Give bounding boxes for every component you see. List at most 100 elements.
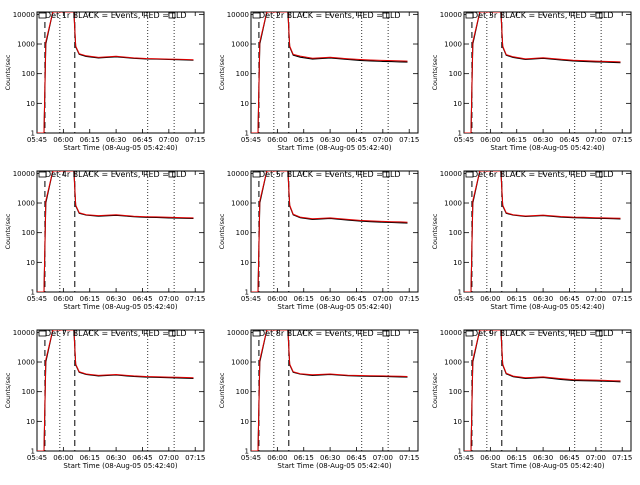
x-axis-label: Start Time (08-Aug-05 05:42:40) bbox=[277, 303, 391, 311]
legend-box-right bbox=[168, 171, 176, 178]
x-tick-label: 06:15 bbox=[80, 136, 100, 144]
y-tick-label: 10 bbox=[26, 100, 35, 108]
series-line-lld bbox=[37, 330, 194, 451]
y-tick-label: 10 bbox=[240, 259, 249, 267]
series-line-events bbox=[251, 171, 408, 292]
x-tick-label: 07:15 bbox=[612, 295, 632, 303]
x-tick-label: 06:15 bbox=[80, 454, 100, 462]
x-tick-label: 05:45 bbox=[27, 454, 47, 462]
chart-title: Det 7r BLACK = Events, RED = LLD bbox=[45, 329, 187, 338]
x-tick-label: 06:45 bbox=[346, 454, 366, 462]
series-line-lld bbox=[251, 171, 408, 292]
x-tick-label: 07:00 bbox=[159, 295, 179, 303]
legend-box-left bbox=[465, 171, 474, 178]
x-tick-label: 06:00 bbox=[267, 136, 287, 144]
legend-box-left bbox=[465, 330, 474, 337]
y-tick-label: 10000 bbox=[227, 170, 249, 178]
detector-chart-6: 05:45 06:00 06:15 06:30 06:45 07:00 07:15 1 10 10… bbox=[431, 170, 632, 311]
series-line-lld bbox=[464, 12, 621, 133]
detector-chart-3: 05:45 06:00 06:15 06:30 06:45 07:00 07:15 1 10 10… bbox=[431, 11, 632, 152]
x-tick-label: 06:15 bbox=[507, 454, 527, 462]
x-tick-label: 07:15 bbox=[185, 295, 205, 303]
y-tick-label: 1000 bbox=[444, 359, 462, 367]
y-tick-label: 1000 bbox=[231, 200, 249, 208]
y-tick-label: 100 bbox=[236, 388, 249, 396]
detector-chart-9: 05:45 06:00 06:15 06:30 06:45 07:00 07:15 1 10 10… bbox=[431, 329, 632, 470]
x-tick-label: 05:45 bbox=[454, 295, 474, 303]
legend-box-left bbox=[38, 171, 47, 178]
y-tick-label: 10000 bbox=[13, 170, 35, 178]
y-tick-label: 10 bbox=[453, 259, 462, 267]
y-tick-label: 1 bbox=[458, 448, 462, 456]
y-tick-label: 1000 bbox=[17, 359, 35, 367]
x-axis-label: Start Time (08-Aug-05 05:42:40) bbox=[277, 462, 391, 470]
y-tick-label: 100 bbox=[236, 229, 249, 237]
y-tick-label: 1000 bbox=[17, 200, 35, 208]
series-line-lld bbox=[464, 171, 621, 292]
y-tick-label: 1 bbox=[31, 448, 35, 456]
x-tick-label: 06:00 bbox=[53, 454, 73, 462]
x-tick-label: 07:15 bbox=[612, 454, 632, 462]
legend-box-left bbox=[465, 12, 474, 19]
x-tick-label: 06:45 bbox=[559, 136, 579, 144]
y-tick-label: 100 bbox=[449, 229, 462, 237]
detector-chart-1: 05:45 06:00 06:15 06:30 06:45 07:00 07:15 1 10 10… bbox=[4, 11, 205, 152]
chart-title: Det 5r BLACK = Events, RED = LLD bbox=[259, 170, 401, 179]
x-tick-label: 06:30 bbox=[106, 136, 126, 144]
x-tick-label: 06:00 bbox=[480, 454, 500, 462]
x-tick-label: 07:00 bbox=[373, 136, 393, 144]
x-tick-label: 07:00 bbox=[586, 454, 606, 462]
legend-box-right bbox=[595, 171, 603, 178]
x-tick-label: 07:00 bbox=[373, 295, 393, 303]
x-axis-label: Start Time (08-Aug-05 05:42:40) bbox=[277, 144, 391, 152]
x-tick-label: 06:45 bbox=[346, 136, 366, 144]
y-tick-label: 1 bbox=[245, 289, 249, 297]
y-tick-label: 10000 bbox=[440, 170, 462, 178]
legend-box-right bbox=[382, 171, 390, 178]
y-tick-label: 100 bbox=[236, 70, 249, 78]
legend-box-left bbox=[38, 330, 47, 337]
y-tick-label: 1 bbox=[458, 130, 462, 138]
series-line-lld bbox=[37, 171, 194, 292]
x-tick-label: 07:00 bbox=[159, 136, 179, 144]
detector-chart-5: 05:45 06:00 06:15 06:30 06:45 07:00 07:15 1 10 10… bbox=[218, 170, 419, 311]
x-tick-label: 07:15 bbox=[399, 454, 419, 462]
y-tick-label: 1000 bbox=[231, 41, 249, 49]
legend-box-left bbox=[252, 171, 261, 178]
x-tick-label: 07:00 bbox=[586, 136, 606, 144]
chart-title: Det 2r BLACK = Events, RED = LLD bbox=[259, 11, 401, 20]
chart-title: Det 1r BLACK = Events, RED = LLD bbox=[45, 11, 187, 20]
legend-box-right bbox=[382, 12, 390, 19]
y-tick-label: 1 bbox=[31, 130, 35, 138]
x-axis-label: Start Time (08-Aug-05 05:42:40) bbox=[490, 462, 604, 470]
series-line-events bbox=[37, 171, 194, 292]
x-tick-label: 07:15 bbox=[185, 136, 205, 144]
y-tick-label: 1000 bbox=[17, 41, 35, 49]
y-tick-label: 100 bbox=[449, 388, 462, 396]
series-line-events bbox=[37, 330, 194, 451]
y-tick-label: 100 bbox=[22, 388, 35, 396]
y-tick-label: 1 bbox=[245, 130, 249, 138]
y-tick-label: 10 bbox=[453, 418, 462, 426]
y-tick-label: 10000 bbox=[227, 11, 249, 19]
x-tick-label: 06:30 bbox=[533, 454, 553, 462]
x-axis-label: Start Time (08-Aug-05 05:42:40) bbox=[63, 144, 177, 152]
plot-frame bbox=[250, 170, 419, 293]
x-tick-label: 06:15 bbox=[507, 295, 527, 303]
x-tick-label: 06:30 bbox=[320, 136, 340, 144]
x-tick-label: 06:30 bbox=[320, 295, 340, 303]
x-tick-label: 06:30 bbox=[320, 454, 340, 462]
series-line-lld bbox=[251, 12, 408, 133]
chart-title: Det 6r BLACK = Events, RED = LLD bbox=[472, 170, 614, 179]
x-tick-label: 06:45 bbox=[346, 295, 366, 303]
x-tick-label: 06:30 bbox=[106, 454, 126, 462]
y-tick-label: 1 bbox=[31, 289, 35, 297]
x-tick-label: 06:45 bbox=[559, 454, 579, 462]
x-tick-label: 06:00 bbox=[267, 454, 287, 462]
x-tick-label: 07:15 bbox=[399, 136, 419, 144]
series-line-events bbox=[464, 330, 621, 451]
plot-frame bbox=[250, 329, 419, 452]
y-axis-label: Counts/sec bbox=[431, 54, 439, 90]
y-tick-label: 10 bbox=[240, 418, 249, 426]
y-tick-label: 1 bbox=[458, 289, 462, 297]
